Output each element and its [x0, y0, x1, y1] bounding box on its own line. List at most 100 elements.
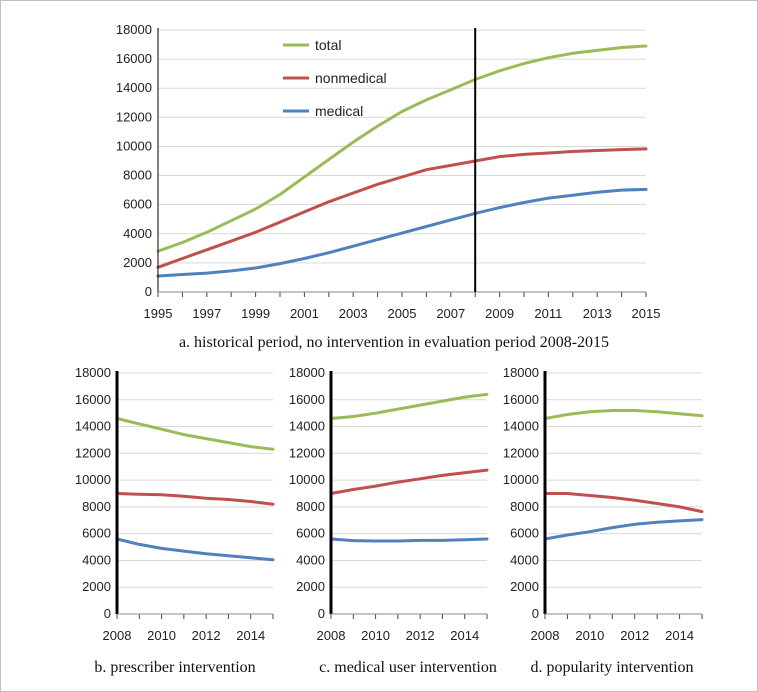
panel-a-gridlines — [158, 29, 646, 264]
y-tick-label-0: 0 — [145, 284, 152, 299]
x-tick-label-2013: 2013 — [583, 306, 612, 321]
x-tick-label-1995: 1995 — [144, 306, 173, 321]
x-tick-label-2015: 2015 — [632, 306, 661, 321]
x-tick-label-2007: 2007 — [436, 306, 465, 321]
y-tick-label-8000: 8000 — [82, 499, 111, 514]
panel-c-x-ticks: 2008 2010 2012 2014 — [317, 628, 480, 643]
x-tick-label-2012: 2012 — [192, 628, 221, 643]
y-tick-label-4000: 4000 — [296, 552, 325, 567]
y-tick-label-6000: 6000 — [510, 526, 539, 541]
y-tick-label-10000: 10000 — [75, 472, 111, 487]
panel-d-chart: 0 2000 4000 6000 8000 10000 12000 14000 16000 180… — [503, 365, 704, 643]
x-tick-label-2008: 2008 — [531, 628, 560, 643]
series-line-total — [115, 417, 275, 451]
x-tick-label-2008: 2008 — [103, 628, 132, 643]
y-tick-label-10000: 10000 — [116, 138, 152, 153]
series-line-total — [543, 409, 704, 420]
panel-d-x-ticks: 2008 2010 2012 2014 — [531, 628, 694, 643]
panel-b-series — [115, 417, 275, 562]
panel-a-axes — [157, 28, 647, 297]
x-tick-label-2014: 2014 — [665, 628, 694, 643]
series-line-medical — [115, 537, 275, 562]
y-tick-label-8000: 8000 — [510, 499, 539, 514]
panel-a-y-ticks: 0 2000 4000 6000 8000 10000 12000 14000 16000 180… — [116, 22, 152, 299]
y-tick-label-10000: 10000 — [289, 472, 325, 487]
panel-d-y-ticks: 0 2000 4000 6000 8000 10000 12000 14000 16000 180… — [503, 365, 539, 621]
y-tick-label-18000: 18000 — [503, 365, 539, 380]
y-tick-label-14000: 14000 — [75, 419, 111, 434]
y-tick-label-0: 0 — [104, 606, 111, 621]
y-tick-label-6000: 6000 — [123, 197, 152, 212]
series-line-nonmedical — [156, 147, 648, 269]
caption-d: d. popularity intervention — [530, 659, 693, 676]
caption-b: b. prescriber intervention — [94, 659, 255, 676]
y-tick-label-4000: 4000 — [82, 552, 111, 567]
y-tick-label-2000: 2000 — [510, 579, 539, 594]
x-tick-label-2011: 2011 — [534, 306, 562, 321]
x-tick-label-2009: 2009 — [485, 306, 514, 321]
legend-label-medical: medical — [315, 103, 363, 119]
y-tick-label-14000: 14000 — [503, 419, 539, 434]
caption-c: c. medical user intervention — [319, 659, 497, 676]
panel-d-series — [543, 409, 704, 541]
panel-c-axes — [329, 371, 488, 619]
y-tick-label-0: 0 — [532, 606, 539, 621]
x-tick-label-2014: 2014 — [236, 628, 265, 643]
series-line-total — [329, 392, 489, 420]
caption-a: a. historical period, no intervention in… — [179, 334, 609, 351]
x-tick-label-2008: 2008 — [317, 628, 346, 643]
y-tick-label-8000: 8000 — [296, 499, 325, 514]
x-tick-label-2010: 2010 — [147, 628, 176, 643]
series-line-medical — [329, 537, 489, 543]
y-tick-label-12000: 12000 — [75, 445, 111, 460]
panel-c-y-ticks: 0 2000 4000 6000 8000 10000 12000 14000 16000 180… — [289, 365, 325, 621]
y-tick-label-18000: 18000 — [75, 365, 111, 380]
x-tick-label-2012: 2012 — [620, 628, 649, 643]
series-line-nonmedical — [115, 492, 275, 506]
x-tick-label-2001: 2001 — [290, 306, 319, 321]
panel-b-gridlines — [117, 372, 273, 588]
y-tick-label-4000: 4000 — [510, 552, 539, 567]
legend-label-total: total — [315, 37, 341, 53]
panel-a-legend: total nonmedical medical — [283, 37, 387, 119]
x-tick-label-2010: 2010 — [361, 628, 390, 643]
x-tick-label-2012: 2012 — [406, 628, 435, 643]
series-line-medical — [543, 518, 704, 541]
panel-a-series — [156, 44, 648, 278]
x-tick-label-1997: 1997 — [192, 306, 221, 321]
y-tick-label-8000: 8000 — [123, 168, 152, 183]
y-tick-label-12000: 12000 — [503, 445, 539, 460]
x-tick-label-2010: 2010 — [575, 628, 604, 643]
panel-c-chart: 0 2000 4000 6000 8000 10000 12000 14000 16000 180… — [289, 365, 489, 643]
panel-a-chart: 0 2000 4000 6000 8000 10000 12000 14000 16000 180… — [116, 22, 661, 321]
panel-d-axes — [543, 371, 703, 619]
y-tick-label-2000: 2000 — [123, 255, 152, 270]
y-tick-label-0: 0 — [318, 606, 325, 621]
y-tick-label-14000: 14000 — [289, 419, 325, 434]
legend-label-nonmedical: nonmedical — [315, 70, 387, 86]
y-tick-label-18000: 18000 — [289, 365, 325, 380]
y-tick-label-18000: 18000 — [116, 22, 152, 37]
y-tick-label-2000: 2000 — [82, 579, 111, 594]
y-tick-label-6000: 6000 — [82, 526, 111, 541]
y-tick-label-16000: 16000 — [503, 392, 539, 407]
x-tick-label-2003: 2003 — [339, 306, 368, 321]
panel-b-y-ticks: 0 2000 4000 6000 8000 10000 12000 14000 16000 180… — [75, 365, 111, 621]
series-line-nonmedical — [543, 492, 704, 514]
y-tick-label-12000: 12000 — [116, 109, 152, 124]
panel-a-x-ticks: 1995 1997 1999 2001 2003 2005 2007 2009 2011 2013… — [144, 306, 661, 321]
series-line-nonmedical — [329, 468, 489, 495]
panel-b-chart: 0 2000 4000 6000 8000 10000 12000 14000 16000 180… — [75, 365, 275, 643]
y-tick-label-16000: 16000 — [289, 392, 325, 407]
y-tick-label-4000: 4000 — [123, 226, 152, 241]
y-tick-label-2000: 2000 — [296, 579, 325, 594]
x-tick-label-2014: 2014 — [450, 628, 479, 643]
panel-b-axes — [115, 371, 274, 619]
series-line-medical — [156, 187, 648, 278]
panel-b-x-ticks: 2008 2010 2012 2014 — [103, 628, 266, 643]
panel-c-series — [329, 392, 489, 543]
y-tick-label-10000: 10000 — [503, 472, 539, 487]
y-tick-label-16000: 16000 — [116, 51, 152, 66]
